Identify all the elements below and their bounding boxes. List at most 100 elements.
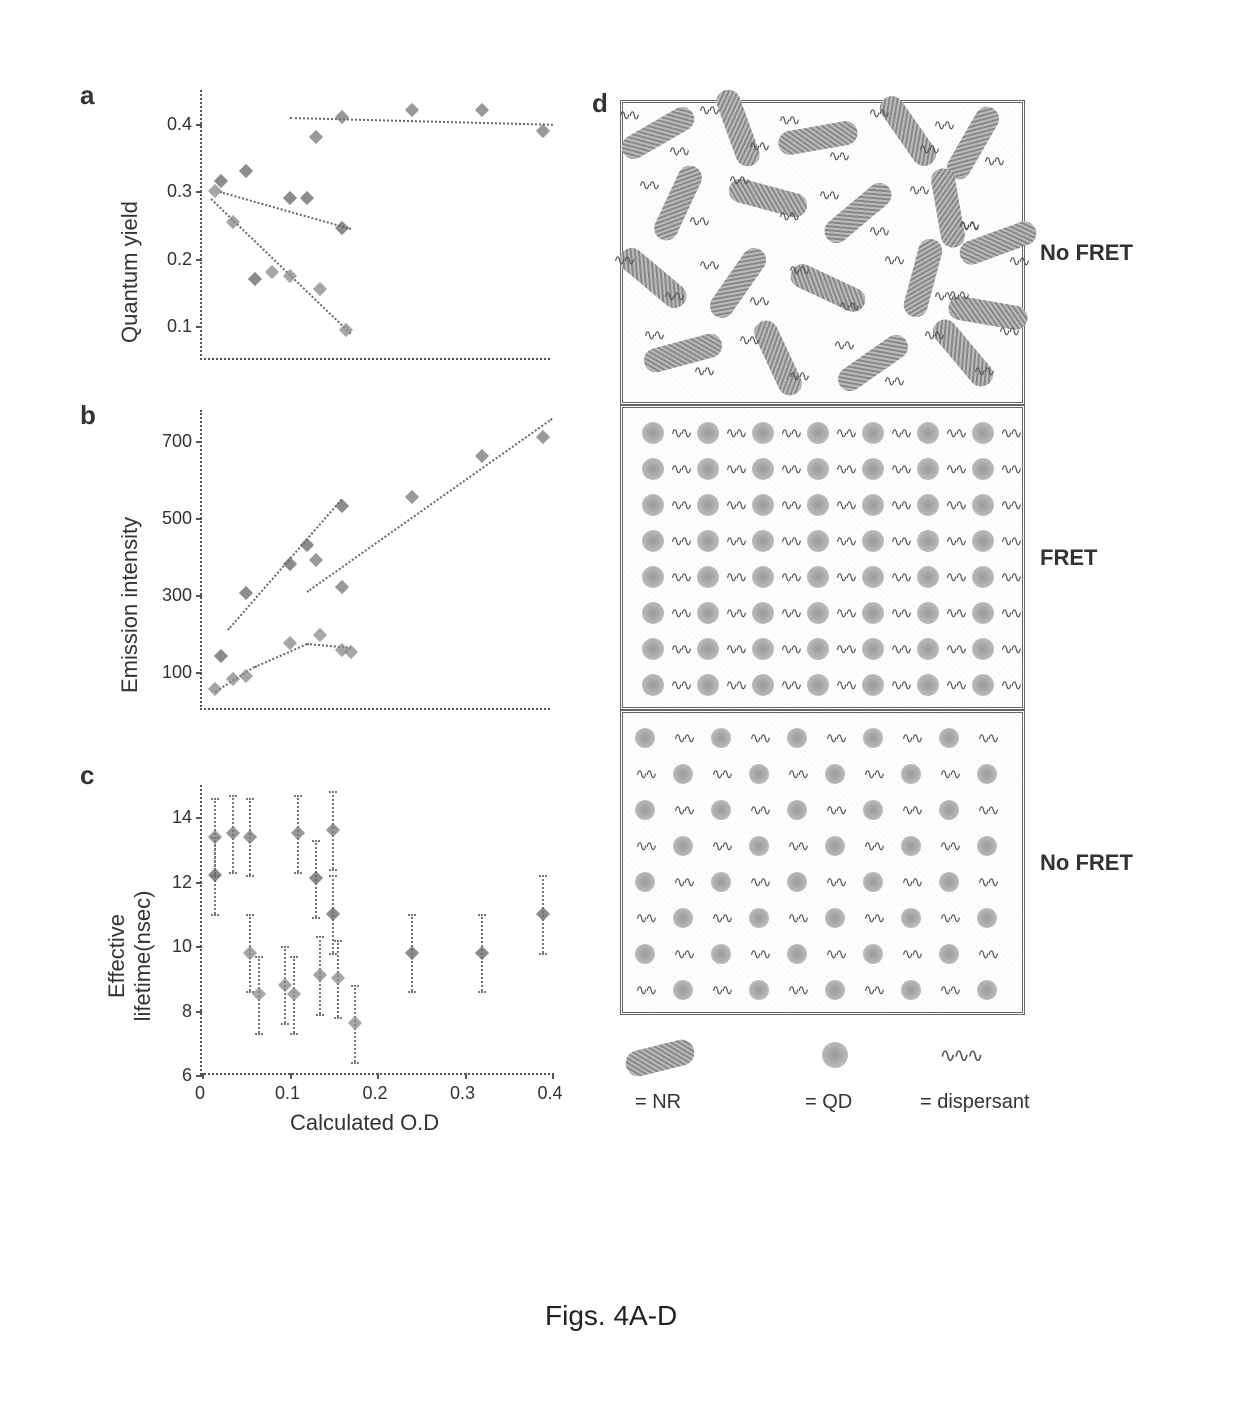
dispersant-icon: ∿∿	[688, 212, 707, 230]
qd-shape	[642, 674, 664, 696]
diagram-box-3: ∿∿∿∿∿∿∿∿∿∿∿∿∿∿∿∿∿∿∿∿∿∿∿∿∿∿∿∿∿∿∿∿∿∿∿∿∿∿∿∿…	[620, 710, 1025, 1015]
error-cap	[478, 914, 486, 916]
dispersant-icon: ∿∿	[787, 981, 806, 999]
qd-shape	[711, 872, 731, 892]
dispersant-icon: ∿∿	[778, 111, 797, 129]
plot-area-c	[200, 785, 550, 1075]
dispersant-icon: ∿∿	[787, 765, 806, 783]
dispersant-icon: ∿∿	[728, 171, 747, 189]
dispersant-icon: ∿∿	[838, 297, 857, 315]
qd-shape	[635, 800, 655, 820]
qd-shape	[862, 422, 884, 444]
data-point	[475, 103, 489, 117]
qd-shape	[635, 944, 655, 964]
dispersant-icon: ∿∿	[748, 137, 767, 155]
y-tick-label: 0.1	[152, 316, 192, 337]
data-point	[300, 538, 314, 552]
legend-nr-text: = NR	[635, 1091, 681, 1114]
dispersant-icon: ∿∿	[670, 676, 689, 694]
qd-shape	[972, 602, 994, 624]
dispersant-icon: ∿∿	[725, 424, 744, 442]
qd-shape	[697, 494, 719, 516]
qd-shape	[863, 872, 883, 892]
error-cap	[211, 914, 219, 916]
y-tick	[196, 259, 202, 261]
dispersant-icon: ∿∿	[835, 640, 854, 658]
y-tick-label: 700	[152, 431, 192, 452]
nr-shape	[713, 86, 763, 169]
dispersant-icon: ∿∿	[673, 873, 692, 891]
qd-shape	[635, 728, 655, 748]
dispersant-icon: ∿∿	[673, 729, 692, 747]
error-cap	[539, 875, 547, 877]
qd-shape	[642, 530, 664, 552]
qd-shape	[901, 908, 921, 928]
dispersant-icon: ∿∿	[638, 176, 657, 194]
dispersant-icon: ∿∿	[835, 460, 854, 478]
error-cap	[316, 1014, 324, 1016]
dispersant-icon: ∿∿	[749, 729, 768, 747]
qd-shape	[825, 980, 845, 1000]
dispersant-icon: ∿∿	[939, 765, 958, 783]
qd-shape	[917, 674, 939, 696]
x-tick	[552, 1073, 554, 1079]
qd-shape	[752, 494, 774, 516]
panel-label-d: d	[592, 88, 608, 119]
qd-shape	[807, 530, 829, 552]
dispersant-icon: ∿∿	[725, 496, 744, 514]
error-cap	[316, 936, 324, 938]
y-tick-label: 8	[152, 1001, 192, 1022]
data-point	[282, 191, 296, 205]
qd-shape	[807, 494, 829, 516]
qd-shape	[752, 638, 774, 660]
data-point	[326, 823, 340, 837]
qd-shape	[901, 980, 921, 1000]
dispersant-icon: ∿∿	[945, 460, 964, 478]
qd-shape	[917, 530, 939, 552]
error-cap	[290, 956, 298, 958]
dispersant-icon: ∿∿	[890, 424, 909, 442]
left-column: a Quantum yield 0.10.20.30.4 b Emission …	[80, 80, 560, 1180]
error-cap	[329, 791, 337, 793]
dispersant-icon: ∿∿	[788, 367, 807, 385]
dispersant-icon: ∿∿	[890, 568, 909, 586]
qd-shape	[917, 494, 939, 516]
qd-shape	[711, 800, 731, 820]
data-point	[335, 110, 349, 124]
qd-shape	[787, 872, 807, 892]
x-tick-label: 0.1	[268, 1083, 308, 1104]
data-point	[536, 430, 550, 444]
dispersant-icon: ∿∿	[670, 532, 689, 550]
dispersant-icon: ∿∿	[711, 981, 730, 999]
dispersant-icon: ∿∿	[918, 140, 937, 158]
qd-shape	[977, 764, 997, 784]
qd-shape	[807, 602, 829, 624]
dispersant-icon: ∿∿	[1000, 568, 1019, 586]
dispersant-icon: ∿∿	[780, 496, 799, 514]
data-point	[208, 682, 222, 696]
error-cap	[246, 875, 254, 877]
dispersant-icon: ∿∿	[1000, 604, 1019, 622]
qd-shape	[862, 602, 884, 624]
dispersant-icon: ∿∿	[835, 496, 854, 514]
dispersant-icon: ∿∿	[883, 251, 902, 269]
error-cap	[290, 1033, 298, 1035]
dispersant-icon: ∿∿	[643, 326, 662, 344]
data-point	[536, 907, 550, 921]
qd-shape	[697, 602, 719, 624]
data-point	[226, 826, 240, 840]
dispersant-icon: ∿∿	[945, 496, 964, 514]
y-tick	[196, 946, 202, 948]
qd-shape	[972, 674, 994, 696]
qd-shape	[642, 638, 664, 660]
dispersant-icon: ∿∿	[863, 765, 882, 783]
dispersant-icon: ∿∿	[983, 152, 1002, 170]
dispersant-icon: ∿∿	[1000, 640, 1019, 658]
qd-shape	[697, 674, 719, 696]
qd-shape	[697, 566, 719, 588]
qd-shape	[787, 944, 807, 964]
dispersant-icon: ∿∿	[670, 640, 689, 658]
dispersant-icon: ∿∿	[939, 909, 958, 927]
y-tick-label: 500	[152, 508, 192, 529]
qd-shape	[939, 728, 959, 748]
